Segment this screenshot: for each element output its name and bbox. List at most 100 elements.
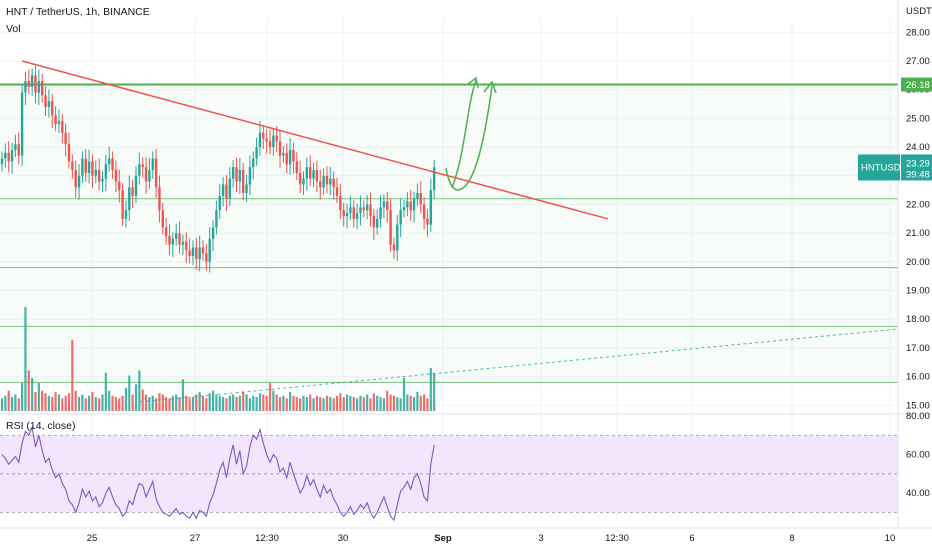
volume-bar xyxy=(94,397,97,411)
candle-body xyxy=(419,192,422,205)
candle-body xyxy=(134,175,138,196)
price-tick-label: 28.00 xyxy=(906,27,930,38)
price-tick-label: 17.00 xyxy=(906,343,930,354)
projection-arrow-path xyxy=(457,85,493,191)
volume-bar xyxy=(208,393,211,411)
volume-bar xyxy=(158,393,161,411)
candle-body xyxy=(305,167,309,179)
volume-bar xyxy=(10,397,14,411)
candle-body xyxy=(148,170,151,182)
volume-bar xyxy=(419,395,422,411)
candle-body xyxy=(298,172,302,185)
rsi-tick-label: 80.00 xyxy=(906,411,930,422)
price-tick-label: 20.00 xyxy=(906,257,930,268)
volume-bar xyxy=(322,398,325,411)
volume-bar xyxy=(134,384,138,411)
price-tick-label: 22.00 xyxy=(906,199,930,210)
volume-bar xyxy=(402,378,406,411)
price-tick-label: 18.00 xyxy=(906,314,930,325)
volume-bar xyxy=(289,391,292,411)
volume-bar xyxy=(228,395,231,411)
candle-body xyxy=(57,121,61,125)
candle-body xyxy=(54,115,57,125)
candle-body xyxy=(198,247,201,259)
price-tick-label: 16.00 xyxy=(906,372,930,383)
volume-bar xyxy=(211,390,215,411)
symbol-tag xyxy=(858,154,900,181)
candle-body xyxy=(181,241,185,245)
volume-bar xyxy=(51,397,54,411)
volume-bar xyxy=(429,367,432,411)
volume-bar xyxy=(412,397,416,411)
volume-bar xyxy=(71,339,74,411)
candle-body xyxy=(221,184,225,196)
volume-bar xyxy=(54,391,57,411)
price-tick-label: 21.00 xyxy=(906,228,930,239)
volume-bar xyxy=(195,394,198,411)
volume-bar xyxy=(232,394,235,411)
candle-body xyxy=(416,192,419,199)
price-tick-label: 25.00 xyxy=(906,113,930,124)
candle-body xyxy=(20,92,24,156)
candle-body xyxy=(71,161,74,171)
candle-body xyxy=(144,167,148,182)
candle-body xyxy=(242,170,245,193)
candle-body xyxy=(288,149,292,165)
volume-bar xyxy=(198,391,201,411)
candle-body xyxy=(335,187,339,196)
volume-bar xyxy=(27,370,30,411)
volume-bar xyxy=(386,390,389,411)
volume-bar xyxy=(124,388,128,411)
candle-body xyxy=(27,81,30,87)
candle-body xyxy=(319,181,322,188)
volume-bar xyxy=(262,394,265,411)
candle-body xyxy=(432,167,436,191)
candle-body xyxy=(24,81,27,93)
candle-body xyxy=(359,207,362,214)
candle-body xyxy=(235,167,238,182)
volume-bar xyxy=(406,394,409,411)
candle-body xyxy=(272,135,275,148)
rsi-band xyxy=(0,435,898,513)
volume-bar xyxy=(433,372,436,411)
candle-body xyxy=(141,164,144,168)
volume-bar xyxy=(272,390,275,411)
volume-bar xyxy=(128,375,131,411)
symbol-title: HNT / TetherUS, 1h, BINANCE xyxy=(6,6,150,18)
candle-body xyxy=(325,175,329,185)
volume-bar xyxy=(118,398,121,411)
candle-body xyxy=(91,161,94,176)
volume-bar xyxy=(359,395,362,411)
candle-body xyxy=(285,152,288,165)
volume-bar xyxy=(369,398,372,411)
last-price-tag xyxy=(901,154,932,181)
candle-body xyxy=(37,81,41,93)
volume-bar xyxy=(171,395,174,411)
candle-body xyxy=(208,238,211,262)
candle-body xyxy=(255,147,258,159)
volume-bar xyxy=(268,383,272,411)
candle-body xyxy=(376,218,379,228)
candle-body xyxy=(61,121,64,133)
volume-bar xyxy=(67,393,71,411)
volume-ma-line xyxy=(139,328,899,403)
candle-body xyxy=(345,213,349,216)
candle-body xyxy=(97,170,101,182)
candle-body xyxy=(386,201,389,211)
candle-body xyxy=(195,247,198,259)
candle-body xyxy=(10,149,14,162)
candle-body xyxy=(382,201,386,208)
candle-body xyxy=(349,207,352,214)
volume-bar xyxy=(315,395,318,411)
volume-bar xyxy=(21,383,24,411)
candle-body xyxy=(315,170,319,182)
price-tick-label: 19.00 xyxy=(906,286,930,297)
candle-body xyxy=(369,204,372,216)
volume-bar xyxy=(84,398,87,411)
volume-bar xyxy=(292,395,295,411)
candle-body xyxy=(121,190,124,219)
volume-bar xyxy=(47,395,50,411)
symbol-tag-text: HNTUSDT xyxy=(861,162,907,173)
